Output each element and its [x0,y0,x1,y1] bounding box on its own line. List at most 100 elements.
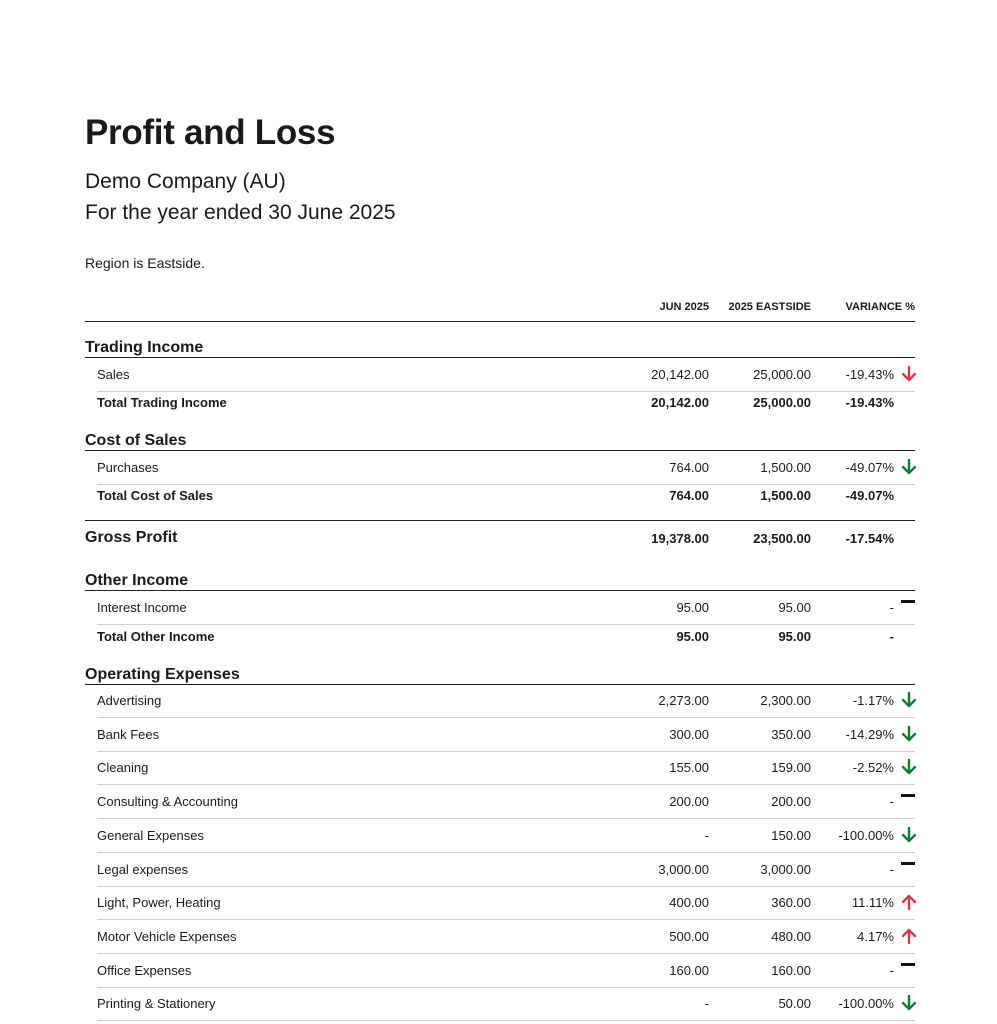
arrow-down-icon [901,759,917,775]
row-label: Light, Power, Heating [97,895,221,911]
row-label: Total Other Income [97,629,215,644]
table-row: Sales 20,142.00 25,000.00 -19.43% [97,358,917,392]
table-row: Advertising 2,273.00 2,300.00 -1.17% [97,684,917,718]
gross-profit-variance: -17.54% [845,531,894,546]
section-title-label: Cost of Sales [85,432,187,449]
report-period: For the year ended 30 June 2025 [85,201,396,224]
row-variance: - [889,600,894,615]
row-variance: - [889,861,894,877]
row-value-jun-2025: 95.00 [676,600,709,615]
row-value-jun-2025: 500.00 [669,928,709,944]
row-value-2025-eastside: 350.00 [771,726,811,742]
section-title-label: Other Income [85,572,189,589]
arrow-down-icon [901,995,917,1011]
total-row: Total Other Income 95.00 95.00 - [97,620,915,653]
row-label: Office Expenses [97,962,192,978]
filter-description: Region is Eastside. [85,255,205,271]
row-value-2025-eastside: 95.00 [778,600,811,615]
row-value-2025-eastside: 150.00 [771,827,811,843]
total-row: Total Cost of Sales 764.00 1,500.00 -49.07% [97,479,915,512]
row-value-jun-2025: 95.00 [676,629,709,644]
gross-profit-row: Gross Profit 19,378.00 23,500.00 -17.54% [85,520,915,557]
row-variance: -100.00% [838,996,894,1012]
table-row: Motor Vehicle Expenses 500.00 480.00 4.17% [97,920,917,954]
row-label: Total Cost of Sales [97,488,214,503]
arrow-down-icon [901,725,917,741]
table-row: Cleaning 155.00 159.00 -2.52% [97,751,917,786]
row-value-jun-2025: 764.00 [669,460,709,475]
row-variance: -49.07% [845,488,894,503]
row-value-jun-2025: 400.00 [669,895,709,911]
row-variance: - [889,962,894,978]
row-label: Advertising [97,693,162,708]
row-variance: -1.17% [852,693,894,708]
no-change-dash-icon [901,861,915,865]
row-value-jun-2025: 20,142.00 [651,367,709,382]
row-label: Cleaning [97,760,149,776]
row-value-2025-eastside: 1,500.00 [760,460,811,475]
row-value-2025-eastside: 360.00 [771,895,811,911]
company-name: Demo Company (AU) [85,170,286,193]
row-variance: -100.00% [838,827,894,843]
row-value-2025-eastside: 3,000.00 [760,861,811,877]
row-variance: 4.17% [857,928,894,944]
row-value-jun-2025: 3,000.00 [658,861,709,877]
no-change-dash-icon [901,794,915,798]
arrow-down-icon [901,458,917,475]
total-row: Total Trading Income 20,142.00 25,000.00 -1… [97,386,915,419]
row-label: Printing & Stationery [97,996,216,1012]
row-value-jun-2025: 2,273.00 [658,693,709,708]
arrow-down-icon [901,826,917,842]
table-row: Light, Power, Heating 400.00 360.00 11.11% [97,886,917,921]
row-variance: -14.29% [845,726,894,742]
row-value-jun-2025: - [704,827,709,843]
row-variance: 11.11% [851,895,894,911]
table-row: Legal expenses 3,000.00 3,000.00 - [97,853,915,887]
row-value-jun-2025: 155.00 [669,760,709,776]
table-row: Consulting & Accounting 200.00 200.00 - [97,785,915,820]
row-variance: - [889,629,894,644]
section-header-trading-income: Trading Income [85,335,915,358]
row-value-2025-eastside: 2,300.00 [760,693,811,708]
column-header-2025-eastside: 2025 EASTSIDE [728,301,811,313]
row-value-2025-eastside: 50.00 [778,996,811,1012]
column-header-row: JUN 2025 2025 EASTSIDE VARIANCE % [85,301,915,322]
row-label: Purchases [97,460,159,475]
row-value-jun-2025: 20,142.00 [651,395,709,410]
row-variance: -19.43% [845,395,894,410]
row-label: Total Trading Income [97,395,227,410]
column-header-jun-2025: JUN 2025 [659,301,709,313]
row-value-2025-eastside: 159.00 [771,760,811,776]
table-row: Printing & Stationery - 50.00 -100.00% [97,987,917,1022]
row-variance: - [889,794,894,810]
row-value-jun-2025: 764.00 [669,488,709,503]
row-value-2025-eastside: 200.00 [771,794,811,810]
row-label: Motor Vehicle Expenses [97,928,237,944]
row-value-jun-2025: 300.00 [669,726,709,742]
section-title-label: Trading Income [85,339,204,356]
row-value-jun-2025: 200.00 [669,794,709,810]
row-value-2025-eastside: 25,000.00 [753,395,811,410]
row-value-jun-2025: 160.00 [669,962,709,978]
table-row: Interest Income 95.00 95.00 - [97,591,915,625]
section-title-label: Operating Expenses [85,666,240,683]
gross-profit-2025-eastside: 23,500.00 [753,531,811,546]
arrow-up-icon [901,894,917,911]
table-row: Bank Fees 300.00 350.00 -14.29% [97,718,917,752]
table-row: General Expenses - 150.00 -100.00% [97,819,917,853]
row-value-2025-eastside: 480.00 [771,928,811,944]
section-header-cost-of-sales: Cost of Sales [85,428,915,451]
arrow-down-icon [901,691,917,708]
row-variance: -49.07% [845,460,894,475]
arrow-down-icon [901,365,917,382]
row-value-2025-eastside: 25,000.00 [753,367,811,382]
row-label: Sales [97,367,130,382]
row-value-2025-eastside: 160.00 [771,962,811,978]
section-header-other-income: Other Income [85,568,915,591]
no-change-dash-icon [901,962,915,966]
row-value-2025-eastside: 1,500.00 [760,488,811,503]
row-value-2025-eastside: 95.00 [778,629,811,644]
report-title: Profit and Loss [85,113,336,152]
no-change-dash-icon [901,600,915,603]
row-value-jun-2025: - [704,996,709,1012]
